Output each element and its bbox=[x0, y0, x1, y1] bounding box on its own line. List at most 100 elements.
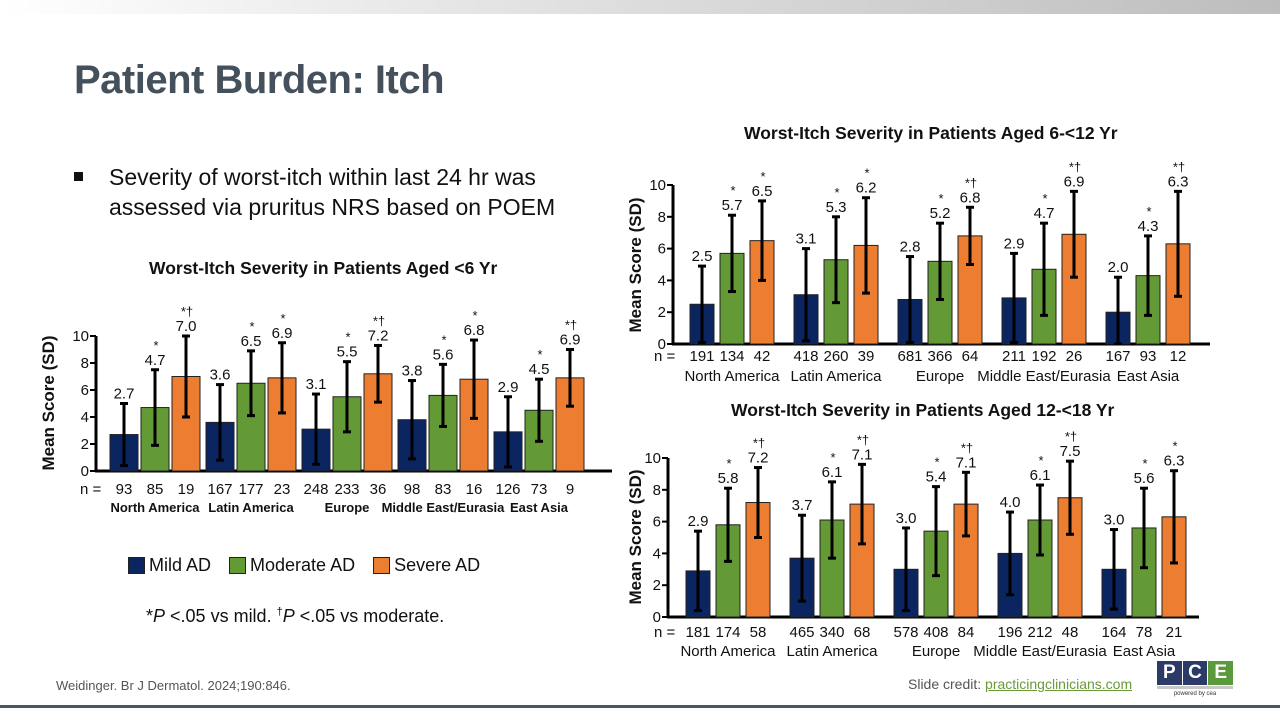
category-label: Latin America bbox=[787, 643, 879, 660]
category-label: Middle East/Eurasia bbox=[382, 500, 506, 515]
n-label: 174 bbox=[715, 624, 740, 641]
n-label: 19 bbox=[178, 481, 195, 498]
legend-label-mild: Mild AD bbox=[149, 555, 212, 575]
n-label: 164 bbox=[1101, 624, 1126, 641]
data-label: 5.3 bbox=[826, 199, 847, 216]
n-label: 26 bbox=[1066, 348, 1083, 365]
n-label: 78 bbox=[1136, 624, 1153, 641]
logo-letter-c: C bbox=[1182, 661, 1208, 685]
data-label: 2.9 bbox=[498, 379, 519, 396]
data-label: 2.8 bbox=[900, 239, 921, 256]
n-label: 212 bbox=[1027, 624, 1052, 641]
data-label: 6.9 bbox=[560, 332, 581, 349]
data-label: 6.3 bbox=[1164, 453, 1185, 470]
y-tick-label: 8 bbox=[658, 209, 666, 226]
data-label: 7.5 bbox=[1060, 443, 1081, 460]
data-label: 3.7 bbox=[792, 497, 813, 514]
y-tick-label: 6 bbox=[658, 241, 666, 258]
n-label: 9 bbox=[566, 481, 574, 498]
legend-item-severe: Severe AD bbox=[373, 555, 480, 576]
significance-marker: *† bbox=[1173, 159, 1185, 174]
data-label: 6.9 bbox=[272, 325, 293, 342]
footnote-p2: P bbox=[282, 606, 295, 626]
n-label: 177 bbox=[238, 481, 263, 498]
y-tick-label: 4 bbox=[653, 545, 661, 562]
n-label: 196 bbox=[997, 624, 1022, 641]
y-tick-label: 8 bbox=[653, 482, 661, 499]
significance-marker: * bbox=[830, 450, 835, 465]
data-label: 5.7 bbox=[722, 197, 743, 214]
logo-underline bbox=[1157, 686, 1233, 689]
n-label: 58 bbox=[750, 624, 767, 641]
legend-swatch-moderate bbox=[229, 557, 247, 574]
n-label: 85 bbox=[147, 481, 164, 498]
chart-title-6-12: Worst-Itch Severity in Patients Aged 6-<… bbox=[744, 123, 1118, 143]
data-label: 2.0 bbox=[1108, 259, 1129, 276]
n-label: 21 bbox=[1166, 624, 1183, 641]
data-label: 5.8 bbox=[718, 470, 739, 487]
data-label: 4.5 bbox=[529, 361, 550, 378]
data-label: 6.2 bbox=[856, 180, 877, 197]
category-label: Europe bbox=[916, 368, 964, 385]
significance-marker: * bbox=[537, 347, 542, 362]
category-label: Europe bbox=[912, 643, 960, 660]
y-tick-label: 0 bbox=[653, 609, 661, 626]
legend-swatch-mild bbox=[128, 557, 145, 574]
data-label: 2.9 bbox=[1004, 235, 1025, 252]
significance-marker: *† bbox=[961, 440, 973, 455]
y-tick-label: 2 bbox=[658, 304, 666, 321]
data-label: 3.1 bbox=[796, 231, 817, 248]
data-label: 3.1 bbox=[306, 376, 327, 393]
footnote-star: * bbox=[146, 606, 154, 626]
n-label: 134 bbox=[719, 348, 744, 365]
n-label: 126 bbox=[495, 481, 520, 498]
y-tick-label: 0 bbox=[81, 463, 89, 480]
n-label: 681 bbox=[897, 348, 922, 365]
significance-marker: *† bbox=[1065, 429, 1077, 444]
chart-title-12-18: Worst-Itch Severity in Patients Aged 12-… bbox=[731, 400, 1115, 420]
n-label: 465 bbox=[789, 624, 814, 641]
data-label: 2.7 bbox=[114, 386, 135, 403]
data-label: 3.0 bbox=[1104, 512, 1125, 529]
n-label: 418 bbox=[793, 348, 818, 365]
n-prefix-label: n = bbox=[654, 348, 676, 365]
logo-tagline: powered by cea bbox=[1173, 691, 1217, 697]
data-label: 5.2 bbox=[930, 205, 951, 222]
data-label: 3.8 bbox=[402, 363, 423, 380]
significance-marker: *† bbox=[565, 318, 577, 333]
significance-marker: * bbox=[760, 169, 765, 184]
data-label: 7.0 bbox=[176, 318, 197, 335]
y-tick-label: 4 bbox=[658, 272, 666, 289]
bullet-square-icon bbox=[74, 172, 83, 181]
category-label: East Asia bbox=[510, 500, 569, 515]
logo-letter-p: P bbox=[1157, 661, 1182, 685]
n-label: 42 bbox=[754, 348, 771, 365]
data-label: 3.0 bbox=[896, 510, 917, 527]
data-label: 7.2 bbox=[368, 327, 389, 344]
significance-marker: * bbox=[1146, 204, 1151, 219]
y-tick-label: 2 bbox=[653, 577, 661, 594]
significance-marker: *† bbox=[373, 313, 385, 328]
data-label: 6.8 bbox=[464, 322, 485, 339]
slide-credit-link[interactable]: practicingclinicians.com bbox=[985, 676, 1133, 692]
significance-footnote: *P <.05 vs mild. †P <.05 vs moderate. bbox=[146, 606, 444, 627]
bar bbox=[957, 235, 983, 345]
y-axis-label: Mean Score (SD) bbox=[626, 197, 645, 332]
n-label: 84 bbox=[958, 624, 975, 641]
data-label: 2.5 bbox=[692, 248, 713, 265]
category-label: East Asia bbox=[1117, 368, 1180, 385]
significance-marker: * bbox=[1142, 456, 1147, 471]
significance-marker: * bbox=[938, 191, 943, 206]
data-label: 6.5 bbox=[752, 183, 773, 200]
category-label: Europe bbox=[325, 500, 370, 515]
significance-marker: * bbox=[472, 308, 477, 323]
y-tick-label: 6 bbox=[653, 514, 661, 531]
n-label: 578 bbox=[893, 624, 918, 641]
data-label: 5.6 bbox=[1134, 470, 1155, 487]
data-label: 6.3 bbox=[1168, 173, 1189, 190]
n-prefix-label: n = bbox=[654, 624, 676, 641]
footnote-p1: P bbox=[153, 606, 166, 626]
pce-logo: P C E powered by cea bbox=[1157, 661, 1234, 697]
category-label: Latin America bbox=[791, 368, 883, 385]
